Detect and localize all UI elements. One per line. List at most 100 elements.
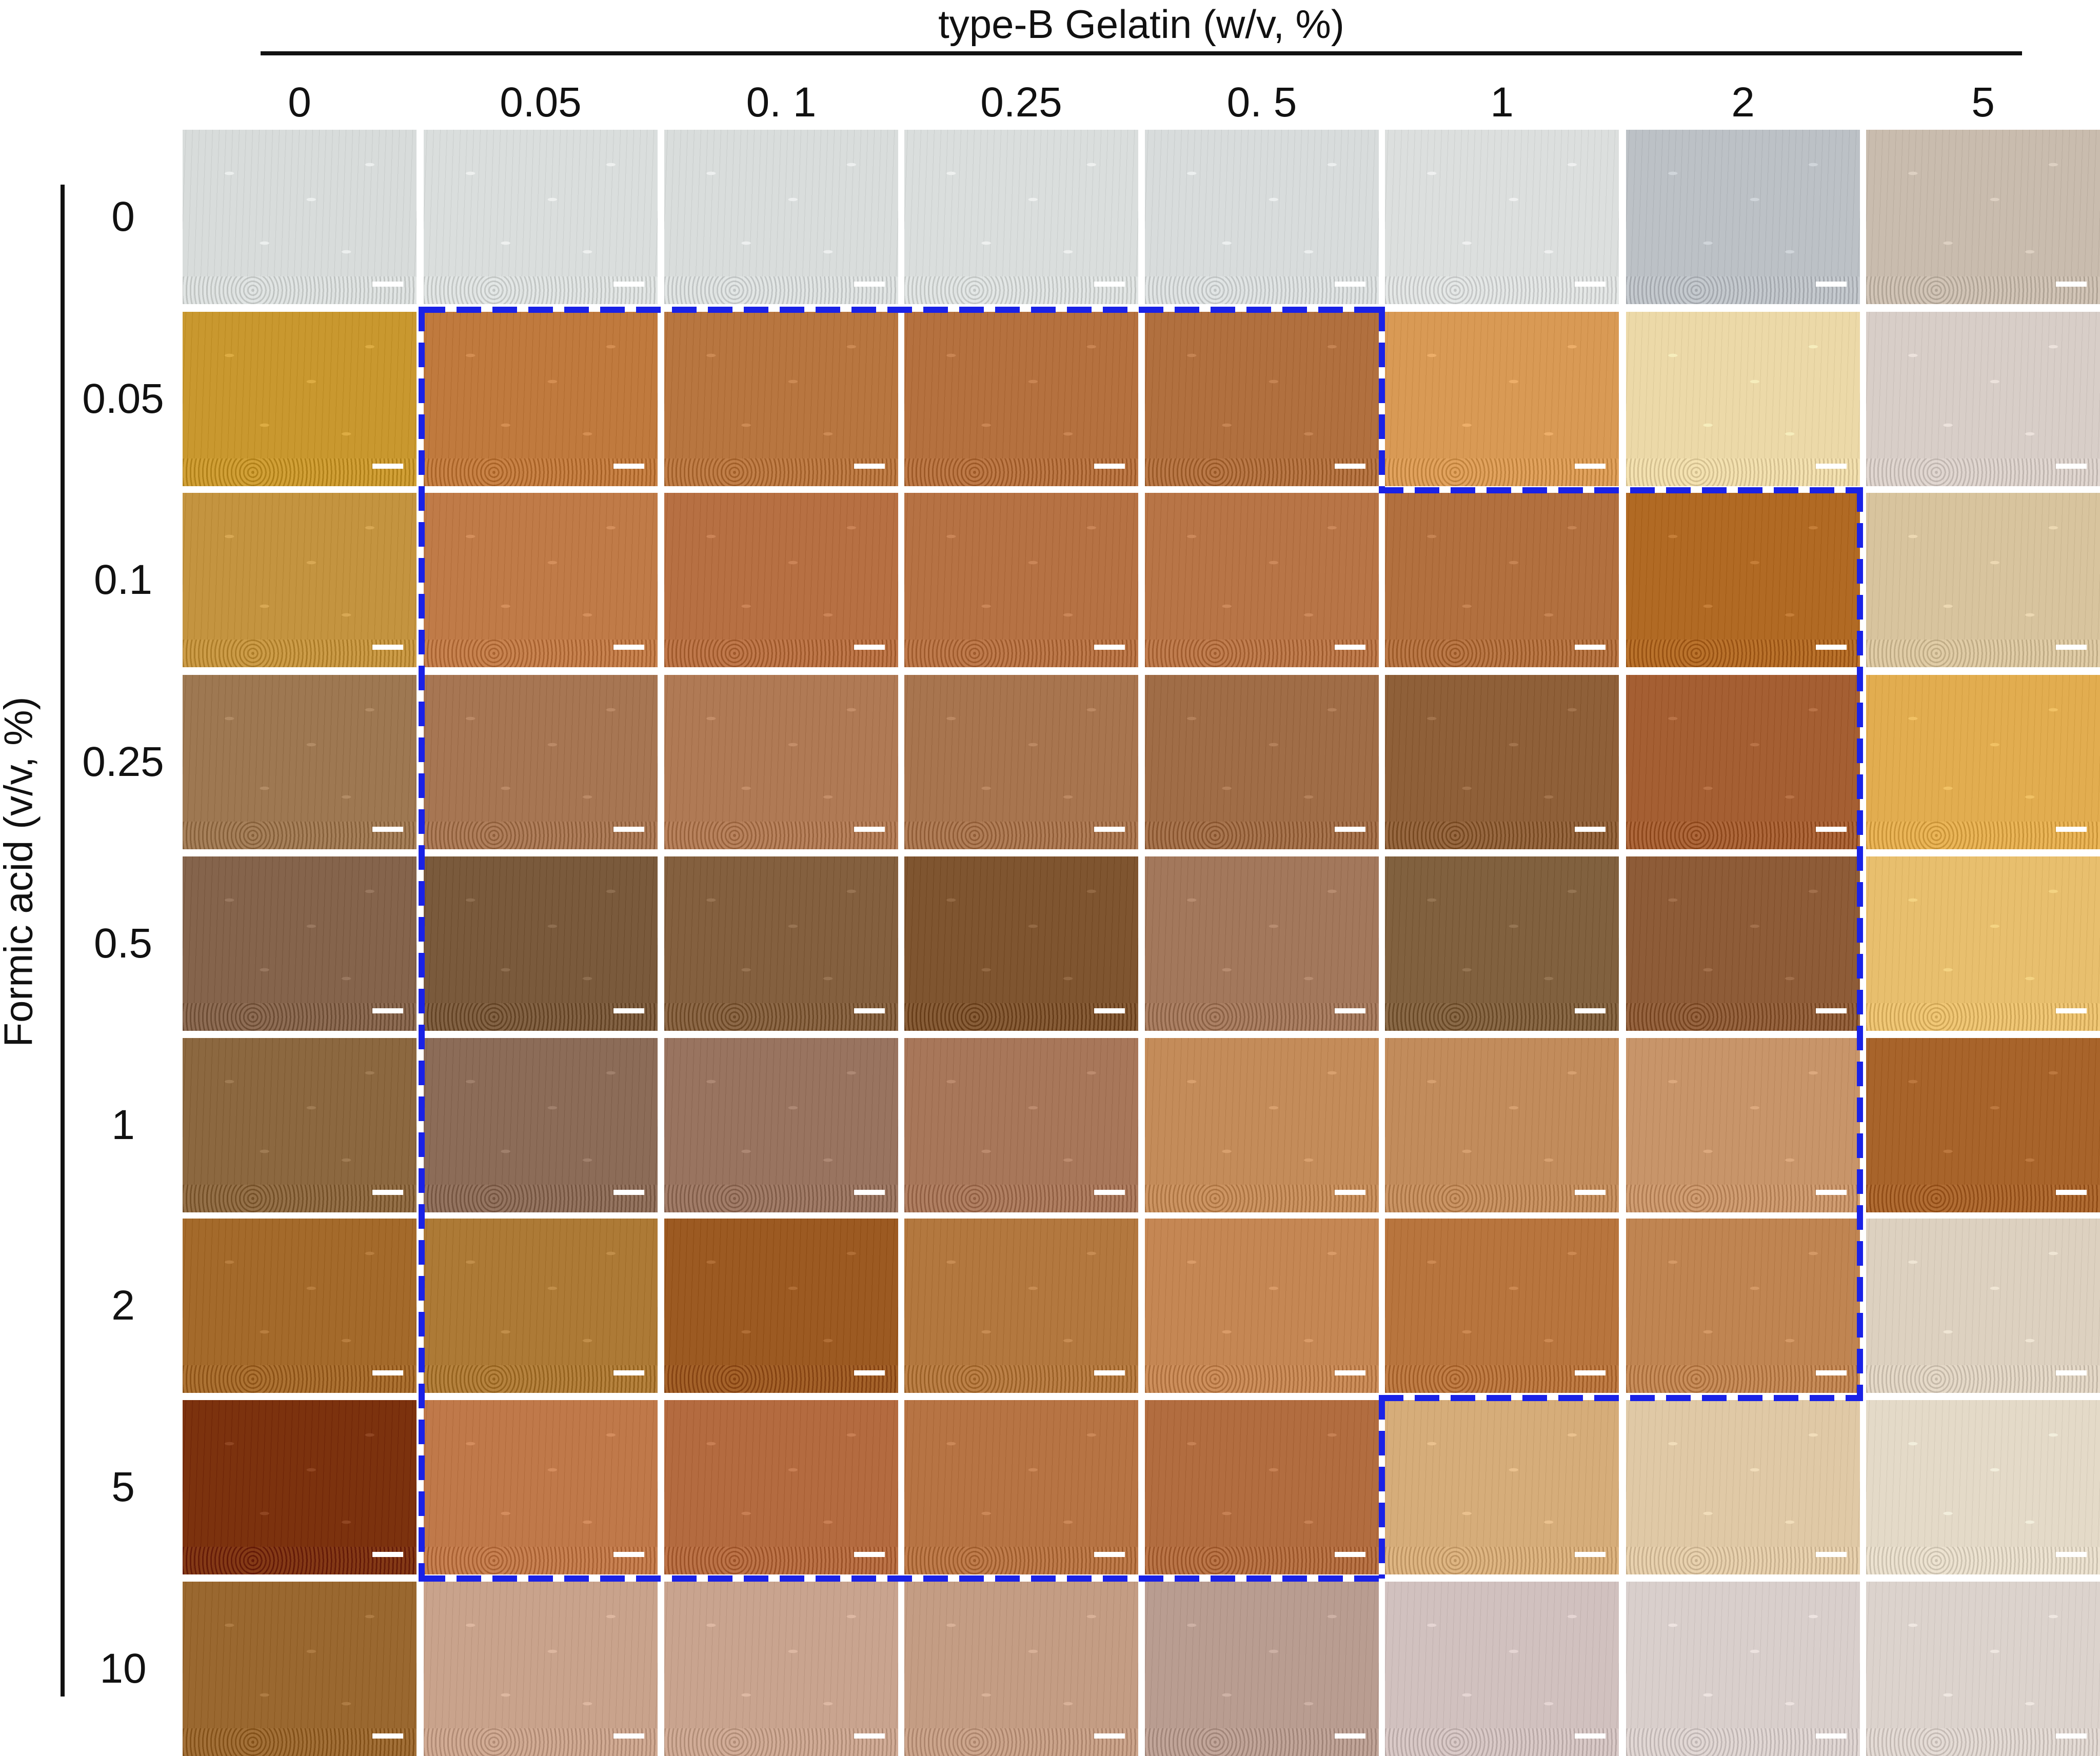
micrograph-tile (904, 675, 1138, 849)
marrow-band (1385, 458, 1619, 486)
micrograph-tile (664, 1400, 898, 1574)
micrograph-tile (183, 1400, 417, 1574)
tissue-texture (904, 130, 1138, 304)
tissue-texture (1145, 1219, 1379, 1393)
tissue-texture (183, 493, 417, 667)
scale-bar (613, 464, 644, 469)
marrow-band (1145, 1003, 1379, 1031)
marrow-band (183, 276, 417, 304)
marrow-band (1866, 1365, 2100, 1393)
scale-bar (1575, 282, 1606, 287)
marrow-band (1385, 1184, 1619, 1212)
highlight-segment (1379, 1395, 1385, 1579)
micrograph-tile (183, 1038, 417, 1212)
marrow-band (904, 1728, 1138, 1756)
marrow-band (183, 821, 417, 849)
tissue-texture (1626, 1219, 1860, 1393)
micrograph-tile (904, 493, 1138, 667)
marrow-band (1385, 639, 1619, 667)
micrograph-tile (1626, 1219, 1860, 1393)
micrograph-tile (1145, 1038, 1379, 1212)
tissue-texture (1626, 1582, 1860, 1756)
tissue-texture (1145, 1400, 1379, 1574)
marrow-band (1385, 1365, 1619, 1393)
micrograph-tile (424, 1219, 658, 1393)
micrograph-tile (904, 312, 1138, 486)
micrograph-tile (1866, 856, 2100, 1031)
marrow-band (904, 1003, 1138, 1031)
scale-bar (1335, 1190, 1365, 1195)
tissue-texture (1385, 1038, 1619, 1212)
tissue-texture (183, 1400, 417, 1574)
marrow-band (424, 821, 658, 849)
tissue-texture (1385, 1219, 1619, 1393)
marrow-band (664, 1546, 898, 1574)
marrow-band (1145, 639, 1379, 667)
tissue-texture (1626, 1038, 1860, 1212)
scale-bar (372, 1190, 403, 1195)
scale-bar (1575, 1552, 1606, 1557)
marrow-band (904, 458, 1138, 486)
marrow-band (904, 1184, 1138, 1212)
scale-bar (613, 1008, 644, 1013)
scale-bar (854, 464, 885, 469)
micrograph-tile (1626, 312, 1860, 486)
micrograph-tile (664, 856, 898, 1031)
scale-bar (1335, 1008, 1365, 1013)
tissue-texture (664, 493, 898, 667)
gelatin-label: 0.05 (500, 79, 582, 126)
gelatin-axis-title: type-B Gelatin (w/v, %) (938, 2, 1344, 47)
scale-bar (372, 1552, 403, 1557)
micrograph-tile (1385, 493, 1619, 667)
tissue-texture (1145, 856, 1379, 1031)
scale-bar (1816, 827, 1847, 832)
micrograph-tile (1866, 312, 2100, 486)
scale-bar (2056, 464, 2087, 469)
tissue-texture (904, 493, 1138, 667)
marrow-band (183, 1003, 417, 1031)
marrow-band (1866, 821, 2100, 849)
tissue-texture (1145, 675, 1379, 849)
micrograph-tile (1626, 675, 1860, 849)
tissue-texture (1145, 312, 1379, 486)
scale-bar (2056, 1733, 2087, 1739)
gelatin-label: 0.25 (980, 79, 1062, 126)
micrograph-tile (1145, 1582, 1379, 1756)
tissue-texture (424, 493, 658, 667)
tissue-texture (1385, 856, 1619, 1031)
micrograph-tile (904, 856, 1138, 1031)
marrow-band (183, 1546, 417, 1574)
micrograph-tile (183, 493, 417, 667)
marrow-band (424, 639, 658, 667)
micrograph-tile (1626, 130, 1860, 304)
tissue-texture (904, 1400, 1138, 1574)
tissue-texture (183, 1038, 417, 1212)
tissue-texture (1385, 130, 1619, 304)
micrograph-tile (1145, 1400, 1379, 1574)
marrow-band (1145, 1728, 1379, 1756)
scale-bar (1575, 1008, 1606, 1013)
formic-acid-label: 0.25 (82, 739, 164, 785)
scale-bar (613, 282, 644, 287)
tissue-texture (664, 1219, 898, 1393)
marrow-band (1626, 639, 1860, 667)
scale-bar (1094, 645, 1125, 650)
scale-bar (372, 1370, 403, 1375)
scale-bar (1816, 645, 1847, 650)
formic-acid-label: 2 (111, 1282, 135, 1329)
micrograph-tile (1145, 675, 1379, 849)
scale-bar (854, 645, 885, 650)
scale-bar (854, 282, 885, 287)
scale-bar (854, 1008, 885, 1013)
micrograph-tile (664, 493, 898, 667)
tissue-texture (904, 1219, 1138, 1393)
tissue-texture (183, 1582, 417, 1756)
scale-bar (854, 1190, 885, 1195)
micrograph-tile (1385, 130, 1619, 304)
gelatin-label: 5 (1971, 79, 1995, 126)
formic-acid-label: 5 (111, 1464, 135, 1510)
formic-acid-label: 1 (111, 1102, 135, 1148)
scale-bar (372, 1733, 403, 1739)
scale-bar (1335, 464, 1365, 469)
micrograph-tile (183, 312, 417, 486)
